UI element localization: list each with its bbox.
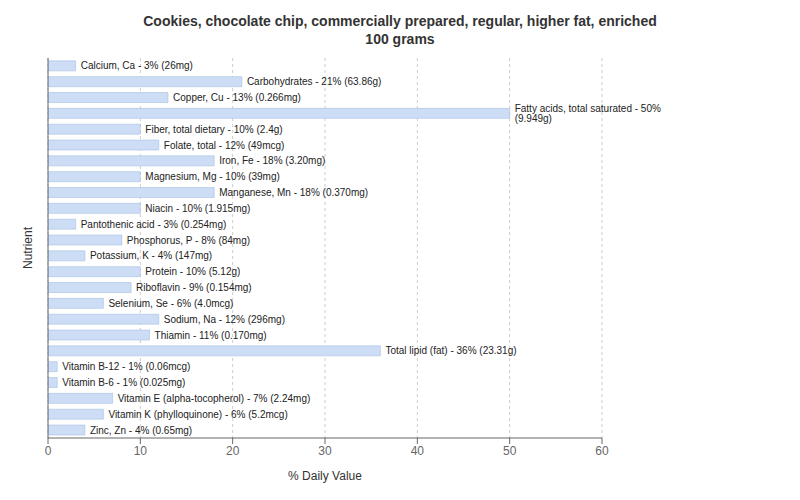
- svg-text:Phosphorus, P - 8% (84mg): Phosphorus, P - 8% (84mg): [127, 235, 250, 246]
- svg-text:60: 60: [595, 444, 609, 458]
- svg-text:40: 40: [411, 444, 425, 458]
- svg-text:Vitamin B-12 - 1% (0.06mcg): Vitamin B-12 - 1% (0.06mcg): [62, 361, 190, 372]
- svg-text:Manganese, Mn - 18% (0.370mg): Manganese, Mn - 18% (0.370mg): [219, 187, 368, 198]
- svg-text:0: 0: [45, 444, 52, 458]
- svg-text:Thiamin - 11% (0.170mg): Thiamin - 11% (0.170mg): [155, 330, 267, 341]
- svg-text:% Daily Value: % Daily Value: [288, 469, 362, 483]
- svg-text:Vitamin K (phylloquinone) - 6%: Vitamin K (phylloquinone) - 6% (5.2mcg): [108, 409, 287, 420]
- svg-text:Vitamin B-6 - 1% (0.025mg): Vitamin B-6 - 1% (0.025mg): [62, 377, 185, 388]
- svg-text:10: 10: [134, 444, 148, 458]
- svg-text:Sodium, Na - 12% (296mg): Sodium, Na - 12% (296mg): [164, 314, 285, 325]
- svg-text:20: 20: [226, 444, 240, 458]
- svg-text:Zinc, Zn - 4% (0.65mg): Zinc, Zn - 4% (0.65mg): [90, 425, 192, 436]
- svg-text:30: 30: [318, 444, 332, 458]
- svg-text:Total lipid (fat) - 36% (23.31: Total lipid (fat) - 36% (23.31g): [385, 345, 516, 356]
- html-text:Cookies, chocolate chip, comme: Cookies, chocolate chip, commercially pr…: [143, 13, 657, 29]
- svg-text:Iron, Fe - 18% (3.20mg): Iron, Fe - 18% (3.20mg): [219, 155, 325, 166]
- svg-text:Nutrient: Nutrient: [21, 226, 35, 269]
- svg-text:Niacin - 10% (1.915mg): Niacin - 10% (1.915mg): [145, 203, 250, 214]
- svg-text:Folate, total - 12% (49mcg): Folate, total - 12% (49mcg): [164, 140, 285, 151]
- svg-text:Fiber, total dietary - 10% (2.: Fiber, total dietary - 10% (2.4g): [145, 124, 282, 135]
- html-text:100 grams: 100 grams: [365, 31, 435, 47]
- svg-text:Potassium, K - 4% (147mg): Potassium, K - 4% (147mg): [90, 250, 212, 261]
- svg-text:Selenium, Se - 6% (4.0mcg): Selenium, Se - 6% (4.0mcg): [108, 298, 233, 309]
- svg-text:Calcium, Ca - 3% (26mg): Calcium, Ca - 3% (26mg): [81, 60, 193, 71]
- svg-text:50: 50: [503, 444, 517, 458]
- svg-text:Magnesium, Mg - 10% (39mg): Magnesium, Mg - 10% (39mg): [145, 171, 279, 182]
- svg-text:Copper, Cu - 13% (0.266mg): Copper, Cu - 13% (0.266mg): [173, 92, 301, 103]
- svg-text:Vitamin E (alpha-tocopherol) -: Vitamin E (alpha-tocopherol) - 7% (2.24m…: [118, 393, 311, 404]
- svg-text:Protein - 10% (5.12g): Protein - 10% (5.12g): [145, 266, 240, 277]
- svg-text:Fatty acids, total saturated -: Fatty acids, total saturated - 50%(9.949…: [515, 103, 661, 124]
- svg-text:Riboflavin - 9% (0.154mg): Riboflavin - 9% (0.154mg): [136, 282, 252, 293]
- svg-text:Carbohydrates - 21% (63.86g): Carbohydrates - 21% (63.86g): [247, 76, 382, 87]
- svg-text:Pantothenic acid - 3% (0.254mg: Pantothenic acid - 3% (0.254mg): [81, 219, 227, 230]
